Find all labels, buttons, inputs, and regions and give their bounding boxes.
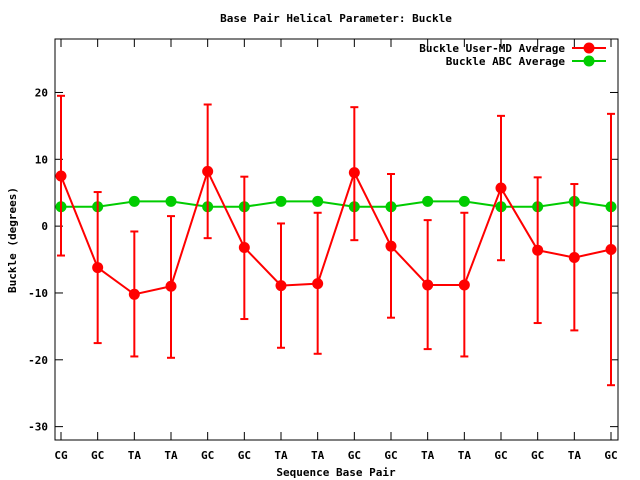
data-point (532, 244, 544, 256)
x-tick-label: TA (421, 449, 435, 462)
legend-label: Buckle ABC Average (446, 55, 566, 68)
data-point (605, 244, 617, 256)
data-point (422, 279, 434, 291)
data-point (422, 195, 434, 207)
x-tick-label: TA (164, 449, 178, 462)
series-line (60, 168, 612, 296)
data-point (238, 242, 250, 254)
x-tick-label: GC (384, 449, 397, 462)
chart-title: Base Pair Helical Parameter: Buckle (220, 12, 452, 25)
y-tick-label: -30 (28, 421, 48, 434)
plot-area-frame (54, 38, 619, 441)
data-point (385, 240, 397, 252)
data-point (128, 288, 140, 300)
x-tick-label: TA (568, 449, 582, 462)
y-tick-label: -10 (28, 287, 48, 300)
x-tick-label: TA (274, 449, 288, 462)
data-point (165, 195, 177, 207)
legend-swatch-marker (583, 42, 595, 54)
series-user-md (55, 94, 617, 387)
series-layer (55, 94, 617, 387)
data-point (92, 262, 104, 274)
data-point (312, 195, 324, 207)
data-point (202, 165, 214, 177)
x-tick-label: TA (458, 449, 472, 462)
legend-label: Buckle User-MD Average (419, 42, 565, 55)
data-point (458, 195, 470, 207)
y-tick-label: 20 (35, 86, 48, 99)
data-point (55, 170, 67, 182)
data-point (165, 280, 177, 292)
x-tick-label: GC (494, 449, 507, 462)
data-point (275, 280, 287, 292)
series-line (61, 200, 612, 208)
legend-swatch-marker (583, 55, 595, 67)
data-point (312, 278, 324, 290)
x-axis-label: Sequence Base Pair (276, 466, 396, 479)
series-abc (55, 195, 617, 213)
data-point (568, 252, 580, 264)
y-tick-label: -20 (28, 354, 48, 367)
x-tick-label: CG (54, 449, 68, 462)
x-tick-label: TA (311, 449, 325, 462)
x-tick-label: GC (604, 449, 617, 462)
data-point (128, 195, 140, 207)
data-point (275, 195, 287, 207)
x-tick-label: GC (348, 449, 361, 462)
x-tick-label: GC (531, 449, 544, 462)
y-tick-label: 10 (35, 153, 48, 166)
axes-layer: -30 -20 -10 0 10 20 CG GC TA TA GC GC TA TA GC GC TA TA GC… (28, 39, 618, 462)
data-point (495, 182, 507, 194)
x-tick-label: TA (128, 449, 142, 462)
x-tick-label: GC (91, 449, 104, 462)
data-point (458, 279, 470, 291)
x-tick-label: GC (201, 449, 214, 462)
y-tick-label: 0 (41, 220, 48, 233)
x-tick-label: GC (238, 449, 251, 462)
data-point (348, 167, 360, 179)
y-axis-label: Buckle (degrees) (6, 187, 19, 293)
